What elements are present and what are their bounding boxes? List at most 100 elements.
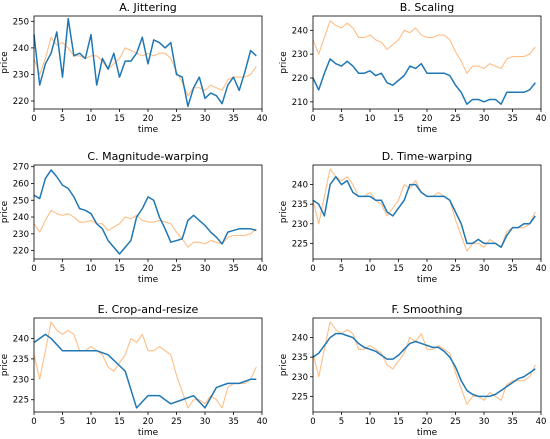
x-tick-label: 35 xyxy=(228,264,239,274)
x-tick-label: 40 xyxy=(536,114,547,124)
x-tick-label: 20 xyxy=(143,417,154,427)
y-tick-label: 240 xyxy=(13,213,29,223)
y-tick-label: 220 xyxy=(13,247,29,257)
series-line-augmented xyxy=(312,176,536,248)
x-tick-label: 25 xyxy=(450,264,461,274)
x-tick-label: 15 xyxy=(114,417,125,427)
x-tick-label: 0 xyxy=(310,417,315,427)
x-tick-label: 5 xyxy=(339,264,344,274)
chart-title: D. Time-warping xyxy=(382,150,473,163)
chart-title: B. Scaling xyxy=(400,1,454,14)
y-tick-label: 220 xyxy=(13,97,29,107)
chart-title: E. Crop-and-resize xyxy=(98,303,199,316)
x-tick-label: 15 xyxy=(393,264,404,274)
x-tick-label: 25 xyxy=(171,114,182,124)
series-line-original xyxy=(33,36,257,97)
y-tick-label: 235 xyxy=(13,355,29,365)
x-tick-label: 5 xyxy=(60,417,65,427)
x-tick-label: 0 xyxy=(31,417,36,427)
plot-frame xyxy=(312,164,542,260)
x-tick-label: 0 xyxy=(310,114,315,124)
x-tick-label: 15 xyxy=(114,264,125,274)
x-tick-label: 40 xyxy=(257,114,268,124)
x-tick-label: 30 xyxy=(200,114,211,124)
x-tick-label: 5 xyxy=(339,417,344,427)
x-tick-label: 0 xyxy=(31,264,36,274)
y-tick-label: 230 xyxy=(292,373,308,383)
chart-panel-2: B. Scaling 0 5 10 15 20 25 30 35 40 210 220 230 240 ti… xyxy=(279,1,546,135)
y-tick-label: 240 xyxy=(13,44,29,54)
series-line-augmented xyxy=(33,333,257,409)
x-tick-label: 20 xyxy=(143,264,154,274)
y-tick-label: 210 xyxy=(292,98,308,108)
x-tick-label: 40 xyxy=(257,264,268,274)
x-tick-label: 35 xyxy=(507,417,518,427)
y-axis-label: price xyxy=(279,200,289,223)
series-line-augmented xyxy=(312,332,536,398)
y-axis-label: price xyxy=(279,353,289,376)
x-tick-label: 40 xyxy=(536,264,547,274)
x-tick-label: 10 xyxy=(365,114,376,124)
y-axis-label: price xyxy=(279,51,289,74)
y-tick-label: 225 xyxy=(292,239,308,249)
y-tick-label: 235 xyxy=(292,353,308,363)
x-tick-label: 35 xyxy=(507,114,518,124)
plot-frame xyxy=(312,317,542,413)
y-axis-label: price xyxy=(0,51,10,74)
chart-panel-4: D. Time-warping 0 5 10 15 20 25 30 35 40 225 230 235… xyxy=(279,150,546,285)
x-tick-label: 25 xyxy=(171,417,182,427)
x-tick-label: 15 xyxy=(393,114,404,124)
x-tick-label: 10 xyxy=(365,264,376,274)
x-tick-label: 5 xyxy=(60,264,65,274)
x-tick-label: 30 xyxy=(479,114,490,124)
x-tick-label: 40 xyxy=(536,417,547,427)
chart-title: C. Magnitude-warping xyxy=(87,150,208,163)
x-axis-label: time xyxy=(417,275,438,285)
x-tick-label: 5 xyxy=(60,114,65,124)
y-tick-label: 230 xyxy=(13,230,29,240)
y-tick-label: 240 xyxy=(13,334,29,344)
y-tick-label: 270 xyxy=(13,163,29,173)
chart-title: A. Jittering xyxy=(119,1,177,14)
y-tick-label: 235 xyxy=(292,200,308,210)
x-tick-label: 20 xyxy=(422,264,433,274)
x-tick-label: 10 xyxy=(86,417,97,427)
series-line-augmented xyxy=(33,17,257,108)
plot-frame xyxy=(33,317,263,413)
x-tick-label: 0 xyxy=(31,114,36,124)
y-tick-label: 250 xyxy=(13,17,29,27)
y-tick-label: 225 xyxy=(13,396,29,406)
chart-panel-5: E. Crop-and-resize 0 5 10 15 20 25 30 35 40 225 230… xyxy=(0,303,267,438)
series-line-original xyxy=(312,321,536,405)
y-tick-label: 230 xyxy=(13,70,29,80)
x-tick-label: 30 xyxy=(479,264,490,274)
x-tick-label: 30 xyxy=(479,417,490,427)
y-axis-label: price xyxy=(0,200,10,223)
y-tick-label: 220 xyxy=(292,74,308,84)
y-tick-label: 230 xyxy=(292,220,308,230)
x-tick-label: 10 xyxy=(86,264,97,274)
x-tick-label: 10 xyxy=(86,114,97,124)
y-axis-label: price xyxy=(0,353,10,376)
y-tick-label: 230 xyxy=(13,375,29,385)
x-tick-label: 5 xyxy=(339,114,344,124)
y-tick-label: 225 xyxy=(292,392,308,402)
y-tick-label: 230 xyxy=(292,50,308,60)
series-line-original xyxy=(33,321,257,409)
chart-title: F. Smoothing xyxy=(391,303,462,316)
x-tick-label: 25 xyxy=(450,417,461,427)
y-tick-label: 250 xyxy=(13,196,29,206)
x-tick-label: 15 xyxy=(114,114,125,124)
chart-panel-1: A. Jittering 0 5 10 15 20 25 30 35 40 220 230 240 250… xyxy=(0,1,267,135)
series-line-original xyxy=(33,209,257,248)
x-tick-label: 10 xyxy=(365,417,376,427)
x-axis-label: time xyxy=(138,275,159,285)
x-tick-label: 15 xyxy=(393,417,404,427)
x-tick-label: 35 xyxy=(228,114,239,124)
chart-panel-6: F. Smoothing 0 5 10 15 20 25 30 35 40 225 230 235 240… xyxy=(279,303,546,438)
x-axis-label: time xyxy=(417,125,438,135)
x-axis-label: time xyxy=(138,125,159,135)
x-axis-label: time xyxy=(138,428,159,438)
x-tick-label: 20 xyxy=(143,114,154,124)
